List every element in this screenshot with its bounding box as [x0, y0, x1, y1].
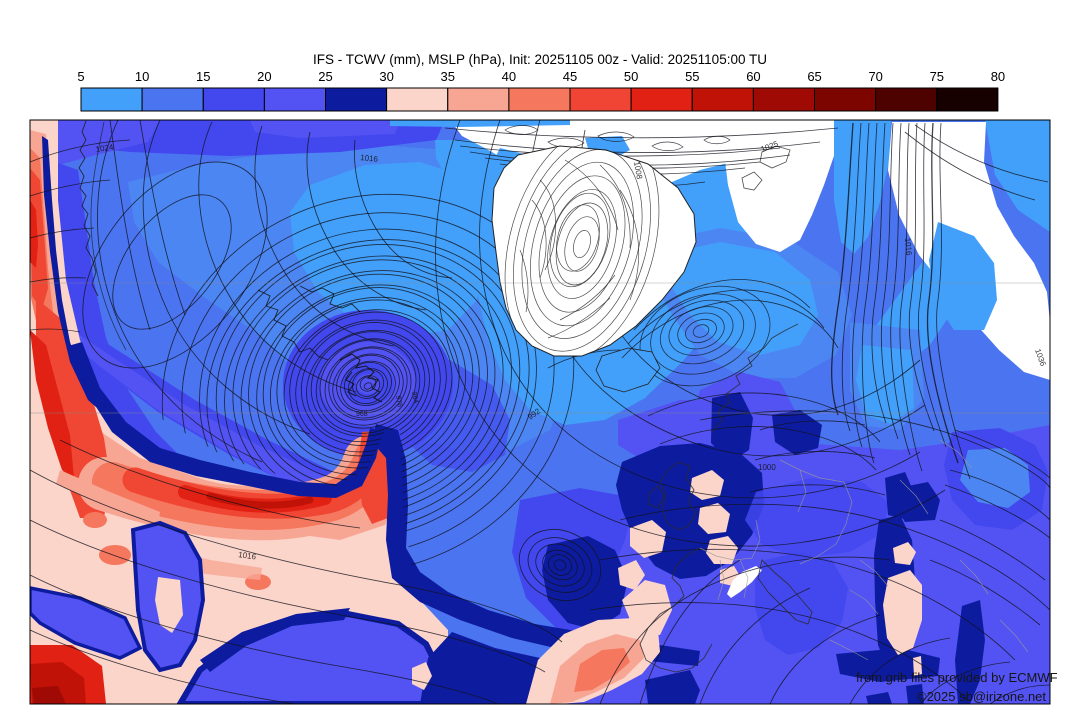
- svg-text:1016: 1016: [903, 237, 914, 256]
- svg-text:from grib files provided by EC: from grib files provided by ECMWF: [856, 670, 1058, 685]
- svg-text:976: 976: [394, 395, 403, 408]
- svg-text:1008: 1008: [632, 161, 644, 181]
- svg-text:968: 968: [356, 411, 368, 418]
- svg-text:©2025 sb@irizone.net: ©2025 sb@irizone.net: [917, 689, 1046, 704]
- svg-text:1024: 1024: [95, 143, 114, 154]
- svg-text:984: 984: [410, 391, 419, 404]
- svg-text:1016: 1016: [238, 550, 257, 561]
- svg-text:1016: 1016: [360, 153, 379, 164]
- svg-text:1000: 1000: [758, 463, 776, 472]
